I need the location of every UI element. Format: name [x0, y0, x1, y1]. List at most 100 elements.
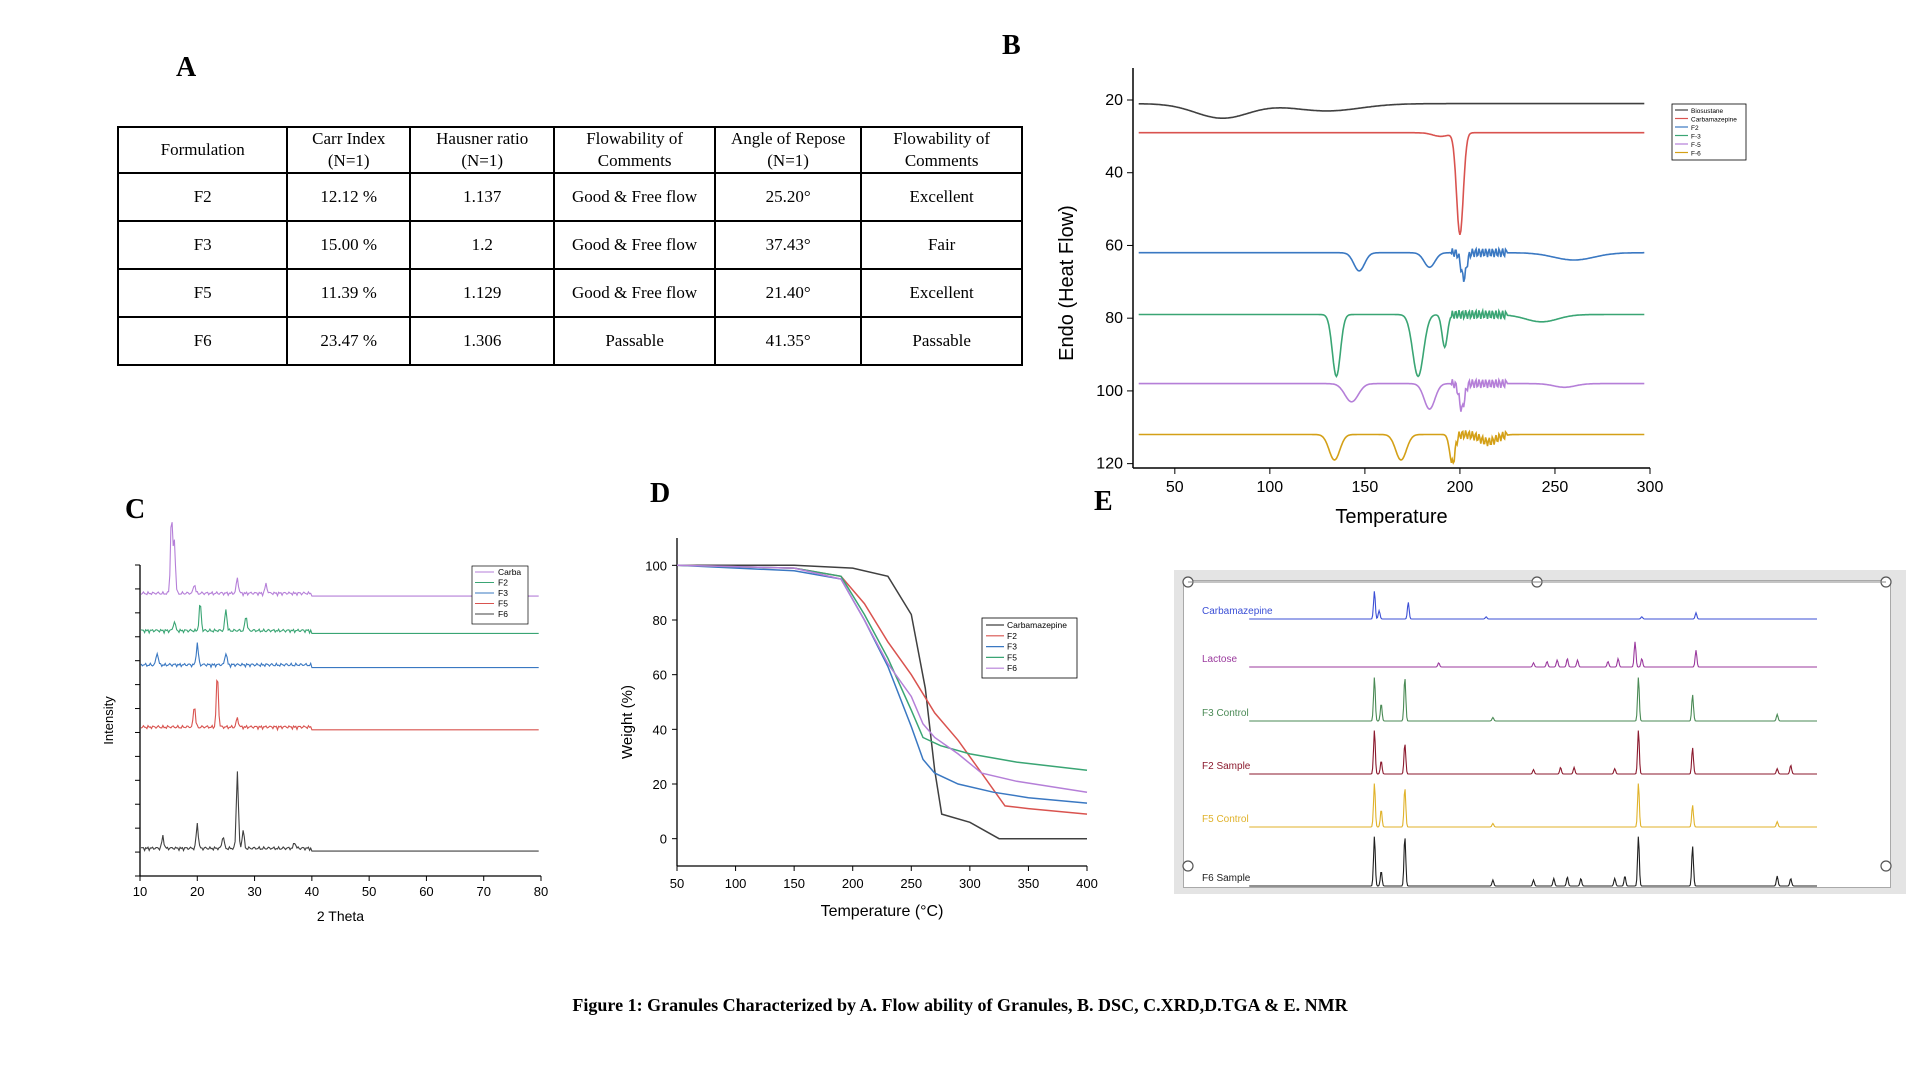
table-header-row: Formulation Carr Index (N=1) Hausner rati…	[116, 126, 1023, 174]
tga-series-line	[676, 564, 1088, 772]
xrd-x-tick-label: 30	[247, 884, 261, 899]
xrd-series-line	[140, 678, 539, 732]
xrd-legend-label: F5	[498, 599, 508, 609]
table-cell: 21.40°	[713, 268, 863, 318]
table-cell: Passable	[553, 316, 716, 366]
nmr-series-label: Lactose	[1202, 654, 1237, 665]
dsc-x-tick-label: 100	[1257, 479, 1284, 496]
tga-y-tick-label: 60	[653, 668, 667, 683]
dsc-legend-label: F-3	[1691, 134, 1701, 141]
tga-series-line	[677, 564, 1087, 840]
panel-label-e: E	[1094, 486, 1113, 517]
tga-x-tick-label: 150	[783, 876, 805, 891]
xrd-x-tick-label: 60	[419, 884, 433, 899]
tga-x-tick-label: 350	[1018, 876, 1040, 891]
nmr-plot-area	[1183, 580, 1891, 888]
tga-y-tick-label: 0	[660, 832, 667, 847]
table-cell: Good & Free flow	[553, 172, 716, 222]
tga-x-tick-label: 200	[842, 876, 864, 891]
dsc-series-line	[1138, 246, 1645, 283]
table-cell: 15.00 %	[286, 220, 412, 270]
dsc-series-line	[1138, 307, 1645, 379]
nmr-series-label: F5 Control	[1202, 814, 1249, 825]
table-cell: Good & Free flow	[553, 268, 716, 318]
dsc-x-tick-label: 200	[1447, 479, 1474, 496]
xrd-x-tick-label: 40	[305, 884, 319, 899]
table-cell: F2	[116, 172, 289, 222]
tga-series-line	[676, 564, 1088, 815]
flowability-table: Formulation Carr Index (N=1) Hausner rati…	[116, 126, 1023, 366]
panel-label-d: D	[650, 478, 671, 509]
dsc-x-tick-label: 300	[1637, 479, 1664, 496]
table-cell: 11.39 %	[286, 268, 412, 318]
dsc-legend-label: Biosustane	[1691, 108, 1724, 115]
table-cell: Passable	[860, 316, 1023, 366]
table-cell: 1.129	[409, 268, 556, 318]
nmr-series-line	[1249, 836, 1817, 887]
nmr-series-label: F3 Control	[1202, 708, 1249, 719]
dsc-y-tick-label: 100	[1096, 383, 1123, 400]
dsc-y-tick-label: 20	[1105, 92, 1123, 109]
table-cell: F5	[116, 268, 289, 318]
nmr-series-line	[1249, 730, 1817, 775]
table-row: F5 11.39 % 1.129 Good & Free flow 21.40°…	[116, 268, 1023, 318]
table-cell: 12.12 %	[286, 172, 412, 222]
dsc-legend-label: F-6	[1691, 151, 1701, 158]
header-carr-index: Carr Index (N=1)	[286, 126, 412, 174]
dsc-y-tick-label: 40	[1105, 165, 1123, 182]
tga-y-tick-label: 100	[645, 558, 667, 573]
tga-x-axis-title: Temperature (°C)	[821, 903, 944, 920]
xrd-x-tick-label: 10	[133, 884, 147, 899]
xrd-legend-label: Carba	[498, 567, 521, 577]
dsc-x-tick-label: 250	[1542, 479, 1569, 496]
tga-x-tick-label: 250	[900, 876, 922, 891]
table-row: F6 23.47 % 1.306 Passable 41.35° Passabl…	[116, 316, 1023, 366]
nmr-series-label: F6 Sample	[1202, 873, 1251, 884]
dsc-series-line	[1138, 131, 1645, 235]
dsc-legend-box	[1671, 103, 1747, 161]
tga-legend-label: F6	[1007, 663, 1017, 673]
nmr-series-label: F2 Sample	[1202, 761, 1251, 772]
table-cell: 37.43°	[713, 220, 863, 270]
dsc-x-axis-title: Temperature	[1335, 506, 1447, 528]
table-cell: 1.2	[409, 220, 556, 270]
tga-x-tick-label: 400	[1076, 876, 1098, 891]
tga-y-tick-label: 80	[653, 613, 667, 628]
tga-legend-label: Carbamazepine	[1007, 620, 1067, 630]
xrd-series-line	[141, 771, 539, 852]
dsc-series-line	[1138, 429, 1645, 465]
xrd-x-tick-label: 20	[190, 884, 204, 899]
xrd-x-tick-label: 50	[362, 884, 376, 899]
xrd-y-axis-title: Intensity	[101, 696, 116, 745]
tga-x-tick-label: 50	[670, 876, 684, 891]
tga-y-tick-label: 20	[653, 777, 667, 792]
tga-y-tick-label: 40	[653, 722, 667, 737]
xrd-x-tick-label: 70	[476, 884, 490, 899]
tga-legend-label: F5	[1007, 652, 1017, 662]
nmr-series-line	[1249, 677, 1817, 722]
xrd-series-line	[140, 604, 539, 635]
header-angle-of-repose: Angle of Repose (N=1)	[713, 126, 863, 174]
xrd-legend-label: F3	[498, 588, 508, 598]
header-flowability-comments-2: Flowability of Comments	[860, 126, 1023, 174]
table-cell: 1.137	[409, 172, 556, 222]
selection-handle-icon	[1880, 860, 1892, 872]
dsc-legend-label: Carbamazepine	[1691, 117, 1737, 124]
selection-handle-icon	[1182, 860, 1194, 872]
tga-x-tick-label: 300	[959, 876, 981, 891]
dsc-y-axis-title: Endo (Heat Flow)	[1056, 205, 1078, 361]
table-cell: 25.20°	[713, 172, 863, 222]
table-row: F3 15.00 % 1.2 Good & Free flow 37.43° F…	[116, 220, 1023, 270]
xrd-legend-label: F6	[498, 609, 508, 619]
table-cell: 41.35°	[713, 316, 863, 366]
xrd-x-axis-title: 2 Theta	[317, 908, 364, 924]
nmr-series-label: Carbamazepine	[1202, 606, 1273, 617]
dsc-x-tick-label: 150	[1352, 479, 1379, 496]
panel-label-a: A	[176, 52, 197, 83]
tga-series-line	[676, 564, 1088, 804]
dsc-y-tick-label: 120	[1096, 456, 1123, 473]
dsc-series-line	[1138, 377, 1645, 412]
dsc-legend-label: F2	[1691, 125, 1699, 132]
dsc-y-tick-label: 60	[1105, 237, 1123, 254]
header-formulation: Formulation	[116, 126, 289, 174]
